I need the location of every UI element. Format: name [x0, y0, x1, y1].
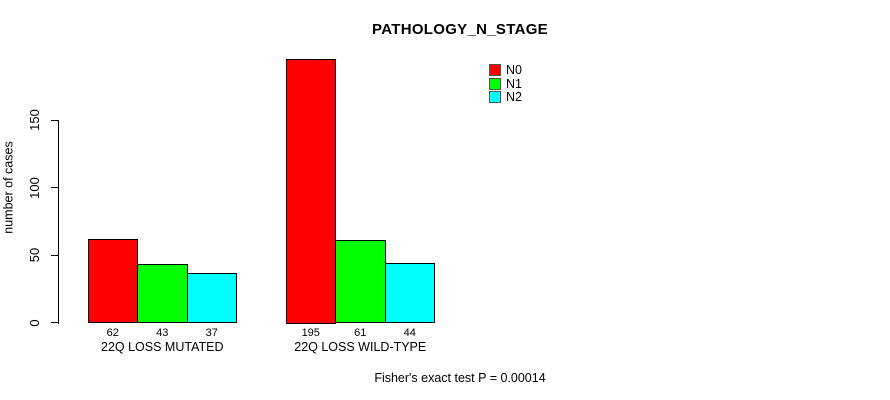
bar-value-label: 62 [106, 326, 119, 339]
legend-label: N0 [506, 63, 522, 77]
bar [186, 272, 237, 324]
legend-item: N0 [489, 64, 522, 76]
bar-value-label: 195 [301, 326, 320, 339]
y-tick [50, 254, 58, 256]
y-tick [50, 119, 58, 121]
bar [137, 264, 188, 324]
y-axis-title: number of cases [1, 141, 15, 234]
legend: N0 N1 N2 [489, 64, 522, 103]
bar-value-label: 61 [354, 326, 367, 339]
legend-swatch [489, 91, 501, 103]
bar [87, 238, 138, 324]
legend-swatch [489, 64, 501, 76]
category-label: 22Q LOSS WILD-TYPE [294, 340, 427, 354]
legend-item: N1 [489, 76, 522, 91]
legend-swatch [489, 77, 501, 90]
bar-value-label: 43 [156, 326, 169, 339]
bar [285, 59, 336, 324]
bar [335, 240, 386, 324]
bar-value-label: 44 [403, 326, 416, 339]
y-tick-label: 150 [27, 109, 42, 131]
y-tick [50, 187, 58, 189]
legend-item: N2 [489, 91, 522, 103]
stat-annotation: Fisher's exact test P = 0.00014 [374, 371, 546, 385]
chart-title: PATHOLOGY_N_STAGE [372, 21, 548, 38]
bar [384, 263, 435, 324]
category-label: 22Q LOSS MUTATED [101, 340, 224, 354]
legend-label: N1 [506, 76, 522, 91]
bar-value-label: 37 [205, 326, 218, 339]
y-tick-label: 50 [27, 247, 42, 263]
y-tick-label: 100 [27, 176, 42, 199]
legend-label: N2 [506, 90, 522, 104]
y-tick-label: 0 [27, 318, 42, 327]
y-axis-line [57, 120, 59, 324]
y-tick [50, 322, 58, 324]
